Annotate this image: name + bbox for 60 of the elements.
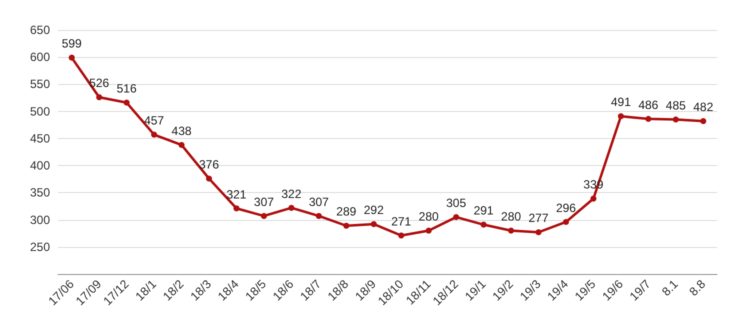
data-label: 280 bbox=[501, 210, 522, 224]
y-tick-label: 600 bbox=[30, 50, 50, 64]
data-label: 296 bbox=[556, 200, 576, 215]
point bbox=[426, 228, 432, 234]
y-tick-label: 250 bbox=[30, 240, 50, 254]
data-label: 376 bbox=[199, 158, 220, 172]
point bbox=[96, 94, 102, 100]
data-label: 438 bbox=[172, 124, 192, 138]
point bbox=[260, 212, 267, 219]
point bbox=[151, 132, 158, 138]
data-label: 321 bbox=[226, 187, 247, 202]
data-label: 291 bbox=[474, 204, 494, 218]
point bbox=[480, 222, 487, 228]
point bbox=[124, 100, 130, 106]
point bbox=[370, 221, 377, 228]
y-tick-label: 550 bbox=[30, 77, 50, 92]
data-label: 307 bbox=[308, 194, 330, 209]
point bbox=[68, 54, 75, 61]
x-tick-label: 8.8 bbox=[686, 276, 708, 299]
data-label: 271 bbox=[391, 214, 412, 228]
data-label: 516 bbox=[116, 82, 137, 96]
point bbox=[288, 204, 294, 211]
point bbox=[536, 229, 542, 236]
data-label: 289 bbox=[336, 204, 357, 219]
data-label: 526 bbox=[89, 76, 110, 90]
x-tick-label: 19/1 bbox=[462, 276, 489, 304]
data-label: 305 bbox=[446, 196, 466, 210]
y-tick-label: 500 bbox=[30, 104, 50, 118]
y-tick-label: 650 bbox=[30, 23, 50, 37]
y-tick-label: 300 bbox=[30, 212, 50, 227]
data-label: 292 bbox=[364, 203, 384, 218]
point bbox=[672, 116, 679, 122]
data-label: 307 bbox=[254, 194, 274, 209]
point bbox=[398, 232, 404, 238]
point bbox=[453, 214, 460, 220]
data-label: 482 bbox=[693, 100, 714, 114]
y-tick-label: 350 bbox=[30, 186, 50, 200]
point bbox=[562, 218, 569, 225]
data-label: 485 bbox=[666, 98, 686, 112]
point bbox=[700, 118, 706, 124]
point bbox=[508, 228, 514, 234]
point bbox=[343, 222, 350, 229]
x-tick-label: 18/1 bbox=[132, 276, 160, 304]
data-label: 280 bbox=[418, 210, 440, 224]
point bbox=[316, 212, 322, 219]
data-label: 322 bbox=[281, 186, 302, 201]
data-label: 486 bbox=[638, 98, 659, 112]
y-tick-label: 450 bbox=[30, 131, 50, 146]
data-label: 599 bbox=[62, 36, 82, 51]
data-label: 457 bbox=[144, 114, 164, 128]
point bbox=[233, 205, 240, 212]
point bbox=[645, 116, 652, 122]
data-label: 491 bbox=[610, 95, 632, 110]
point bbox=[590, 196, 596, 202]
y-tick-label: 400 bbox=[30, 158, 50, 173]
x-tick-label: 8.1 bbox=[659, 276, 681, 299]
point bbox=[178, 142, 185, 148]
point bbox=[206, 176, 212, 182]
point bbox=[618, 113, 624, 120]
data-label: 277 bbox=[528, 211, 549, 226]
